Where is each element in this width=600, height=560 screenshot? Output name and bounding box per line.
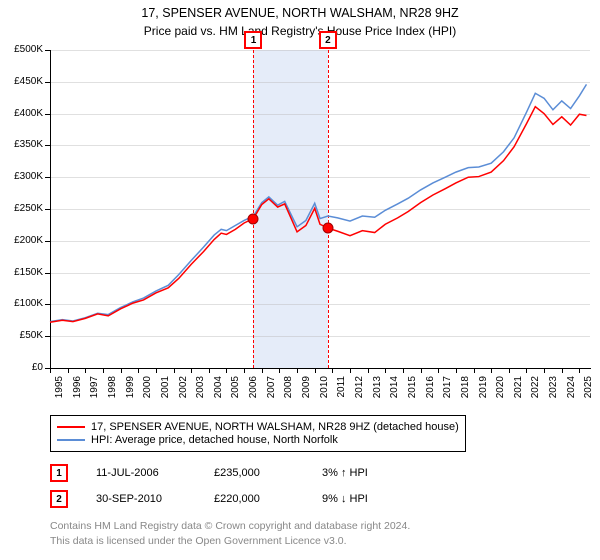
legend-label: HPI: Average price, detached house, Nort…: [91, 434, 338, 446]
x-tick-label: 2003: [195, 376, 206, 416]
x-tick-label: 2014: [389, 376, 400, 416]
x-tick-label: 2011: [336, 376, 347, 416]
sale-price: £220,000: [214, 493, 294, 505]
sale-row: 2 30-SEP-2010 £220,000 9% ↓ HPI: [50, 490, 368, 508]
sale-date: 11-JUL-2006: [96, 467, 186, 479]
chart-plot-area: 12: [50, 50, 590, 368]
legend-label: 17, SPENSER AVENUE, NORTH WALSHAM, NR28 …: [91, 421, 459, 433]
x-tick-label: 2007: [266, 376, 277, 416]
sale-marker: 2: [50, 490, 68, 508]
page-subtitle: Price paid vs. HM Land Registry's House …: [0, 24, 600, 38]
x-tick-label: 2005: [230, 376, 241, 416]
sale-date: 30-SEP-2010: [96, 493, 186, 505]
y-tick-label: £0: [32, 362, 43, 373]
legend-swatch: [57, 426, 85, 428]
x-tick-label: 1999: [125, 376, 136, 416]
x-tick-label: 1996: [72, 376, 83, 416]
footer-line: Contains HM Land Registry data © Crown c…: [50, 520, 410, 532]
x-tick-label: 2010: [319, 376, 330, 416]
x-tick-label: 2024: [566, 376, 577, 416]
y-tick-label: £350K: [14, 139, 43, 150]
y-tick-label: £100K: [14, 298, 43, 309]
chart-marker: 2: [319, 31, 337, 49]
x-tick-label: 2020: [495, 376, 506, 416]
x-tick-label: 1995: [54, 376, 65, 416]
x-tick-label: 2001: [160, 376, 171, 416]
legend-swatch: [57, 439, 85, 441]
y-tick-label: £250K: [14, 203, 43, 214]
page-title: 17, SPENSER AVENUE, NORTH WALSHAM, NR28 …: [0, 6, 600, 20]
y-tick-label: £300K: [14, 171, 43, 182]
footer-line: This data is licensed under the Open Gov…: [50, 535, 347, 547]
chart-marker: 1: [244, 31, 262, 49]
x-tick-label: 2025: [583, 376, 594, 416]
x-tick-label: 2009: [301, 376, 312, 416]
sale-delta: 9% ↓ HPI: [322, 493, 368, 505]
x-tick-label: 1998: [107, 376, 118, 416]
y-tick-label: £450K: [14, 76, 43, 87]
legend-item: HPI: Average price, detached house, Nort…: [57, 434, 459, 446]
x-tick-label: 2022: [530, 376, 541, 416]
x-tick-label: 2015: [407, 376, 418, 416]
y-tick-label: £400K: [14, 108, 43, 119]
sale-point: [322, 223, 333, 234]
x-tick-label: 2004: [213, 376, 224, 416]
y-tick-label: £50K: [20, 330, 43, 341]
y-tick-label: £500K: [14, 44, 43, 55]
x-tick-label: 2017: [442, 376, 453, 416]
x-tick-label: 2013: [372, 376, 383, 416]
x-tick-label: 2019: [478, 376, 489, 416]
sale-price: £235,000: [214, 467, 294, 479]
legend-box: 17, SPENSER AVENUE, NORTH WALSHAM, NR28 …: [50, 415, 466, 452]
series-svg: [50, 50, 590, 368]
sale-delta: 3% ↑ HPI: [322, 467, 368, 479]
sale-row: 1 11-JUL-2006 £235,000 3% ↑ HPI: [50, 464, 368, 482]
sale-marker: 1: [50, 464, 68, 482]
x-tick-label: 2018: [460, 376, 471, 416]
legend-item: 17, SPENSER AVENUE, NORTH WALSHAM, NR28 …: [57, 421, 459, 433]
x-tick-label: 1997: [89, 376, 100, 416]
x-tick-label: 2012: [354, 376, 365, 416]
x-tick-label: 2016: [425, 376, 436, 416]
x-tick-label: 2006: [248, 376, 259, 416]
x-tick-label: 2002: [178, 376, 189, 416]
x-tick-label: 2000: [142, 376, 153, 416]
series-hpi: [50, 84, 586, 321]
x-tick-label: 2021: [513, 376, 524, 416]
x-tick-label: 2023: [548, 376, 559, 416]
sale-point: [248, 213, 259, 224]
y-tick-label: £200K: [14, 235, 43, 246]
y-tick-label: £150K: [14, 267, 43, 278]
x-tick-label: 2008: [283, 376, 294, 416]
